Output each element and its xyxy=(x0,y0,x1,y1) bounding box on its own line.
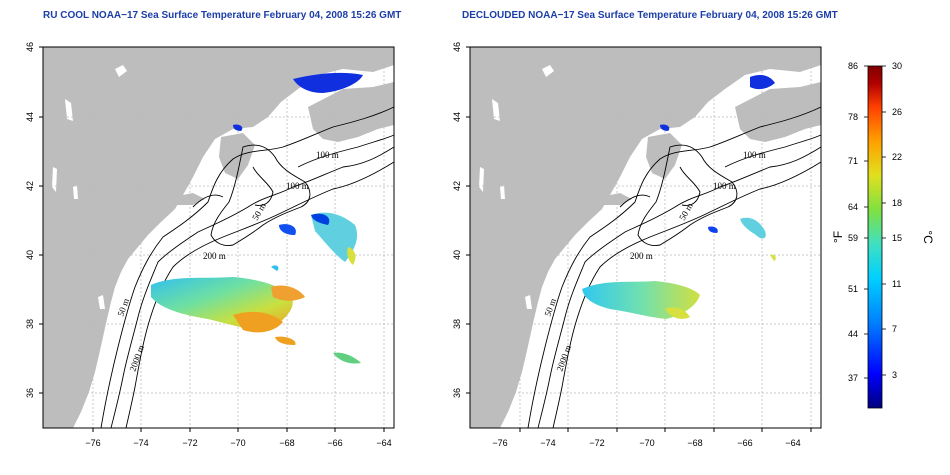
sst-patch-east xyxy=(271,285,305,301)
x-tick-left-72: −72 xyxy=(182,438,197,448)
x-tick-right-76: −76 xyxy=(492,438,507,448)
cbar-f-tick: 44 xyxy=(848,329,858,339)
map-panel-right: 100 m 100 m 50 m 200 m 50 m 2000 m −76 −… xyxy=(452,42,822,448)
sst-cold-3 xyxy=(233,124,243,131)
map-title-right: DECLOUDED NOAA−17 Sea Surface Temperatur… xyxy=(462,10,838,21)
sst-cold-north xyxy=(293,72,363,93)
cbar-c-tick: 18 xyxy=(892,198,902,208)
cbar-f-tick: 51 xyxy=(848,284,858,294)
sst-patch-shelfbreak xyxy=(740,217,766,239)
cbar-f-tick: 64 xyxy=(848,202,858,212)
y-tick-right-36: 36 xyxy=(452,388,462,398)
contour-label-200m: 200 m xyxy=(203,251,226,261)
y-tick-right-42: 42 xyxy=(452,181,462,191)
x-tick-left-66: −66 xyxy=(327,438,342,448)
x-tick-right-70: −70 xyxy=(639,438,654,448)
sst-patch-small-3 xyxy=(333,352,361,364)
cbar-unit-f: °F xyxy=(831,231,845,243)
sst-patch-shelfbreak xyxy=(311,212,358,262)
sst-cold-2 xyxy=(279,224,296,235)
sst-cold-north xyxy=(750,75,775,90)
y-tick-right-44: 44 xyxy=(452,112,462,122)
cbar-f-tick: 71 xyxy=(848,156,858,166)
x-tick-right-66: −66 xyxy=(737,438,752,448)
cbar-c-tick: 26 xyxy=(892,107,902,117)
map-title-left: RU COOL NOAA−17 Sea Surface Temperature … xyxy=(43,10,402,21)
x-tick-left-70: −70 xyxy=(230,438,245,448)
sst-cold-1 xyxy=(311,213,330,225)
cbar-f-tick: 78 xyxy=(848,112,858,122)
contour-label-100m-a: 100 m xyxy=(316,150,339,160)
x-tick-left-74: −74 xyxy=(133,438,148,448)
cbar-c-tick: 7 xyxy=(892,324,897,334)
y-tick-left-44: 44 xyxy=(25,112,35,122)
x-tick-right-64: −64 xyxy=(785,438,800,448)
cbar-c-tick: 22 xyxy=(892,152,902,162)
colorbar: 86 78 71 64 59 51 44 37 30 26 22 18 15 1… xyxy=(831,61,935,409)
cbar-f-tick: 86 xyxy=(848,61,858,71)
contour-label-100m-b: 100 m xyxy=(286,181,309,191)
map-panel-left: 100 m 100 m 50 m 200 m 50 m 2000 m −76 −… xyxy=(25,42,395,448)
sst-patch-small-1 xyxy=(271,265,279,271)
cbar-f-tick: 59 xyxy=(848,233,858,243)
x-tick-left-64: −64 xyxy=(376,438,391,448)
x-tick-left-68: −68 xyxy=(279,438,294,448)
contour-label-100m-b: 100 m xyxy=(713,181,736,191)
y-tick-left-42: 42 xyxy=(25,181,35,191)
colorbar-gradient xyxy=(867,65,883,409)
y-tick-left-40: 40 xyxy=(25,250,35,260)
sst-patch-edge xyxy=(770,254,776,261)
sst-cold-2 xyxy=(708,226,718,233)
y-tick-right-38: 38 xyxy=(452,319,462,329)
y-tick-right-40: 40 xyxy=(452,250,462,260)
map-right-plot: 100 m 100 m 50 m 200 m 50 m 2000 m xyxy=(469,46,822,429)
cbar-c-tick: 11 xyxy=(892,279,901,289)
map-left-plot: 100 m 100 m 50 m 200 m 50 m 2000 m xyxy=(42,46,395,429)
cbar-c-tick: 3 xyxy=(892,370,897,380)
sst-patch-small-2 xyxy=(275,336,296,345)
sst-patch-warm xyxy=(665,307,690,319)
x-tick-right-72: −72 xyxy=(589,438,604,448)
cbar-c-tick: 15 xyxy=(892,233,902,243)
cbar-unit-c: °C xyxy=(921,230,935,244)
x-tick-right-68: −68 xyxy=(687,438,702,448)
cbar-f-tick: 37 xyxy=(848,373,858,383)
sst-cold-3 xyxy=(660,124,670,131)
y-tick-right-46: 46 xyxy=(452,42,462,52)
y-tick-left-36: 36 xyxy=(25,388,35,398)
x-tick-right-74: −74 xyxy=(540,438,555,448)
x-tick-left-76: −76 xyxy=(85,438,100,448)
sst-patch-warm xyxy=(233,311,283,333)
y-tick-left-38: 38 xyxy=(25,319,35,329)
contour-label-100m-a: 100 m xyxy=(743,150,766,160)
sst-patch-edge xyxy=(347,247,356,265)
contour-label-200m: 200 m xyxy=(630,251,653,261)
y-tick-left-46: 46 xyxy=(25,42,35,52)
cbar-c-tick: 30 xyxy=(892,61,902,71)
